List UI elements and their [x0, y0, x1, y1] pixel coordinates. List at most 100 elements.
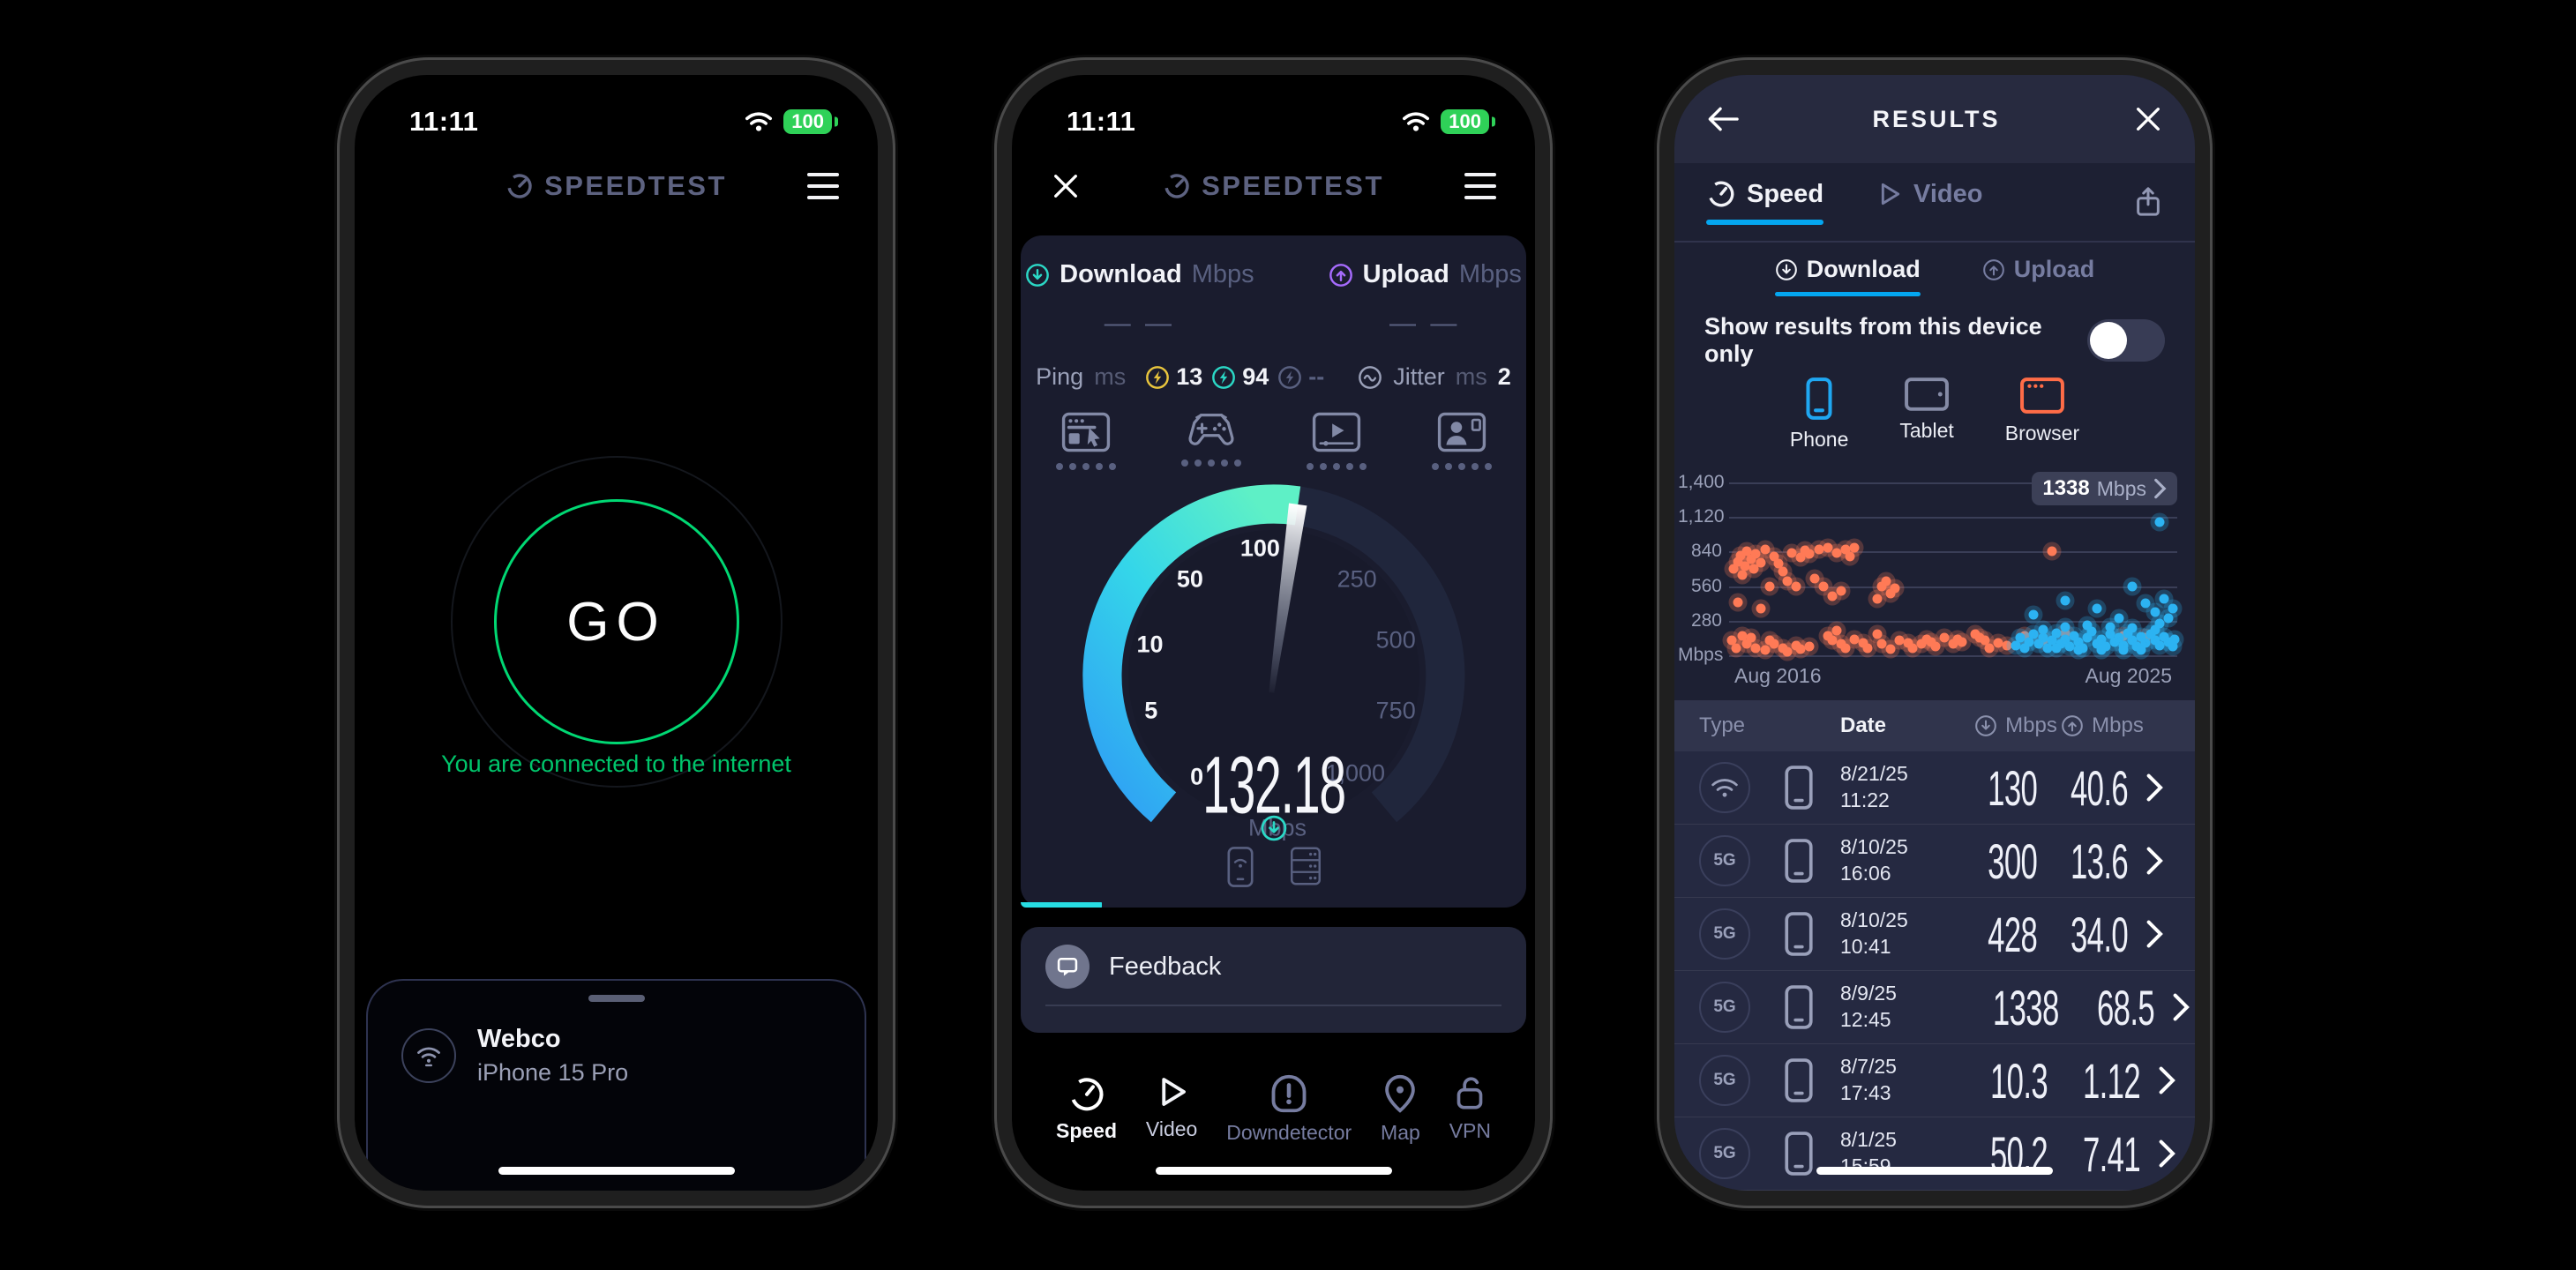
data-point-older-results[interactable] — [1773, 558, 1784, 569]
data-point-older-results[interactable] — [1872, 594, 1883, 604]
data-point-older-results[interactable] — [1849, 542, 1860, 553]
nav-item-downdetector[interactable]: Downdetector — [1226, 1073, 1352, 1145]
data-point-older-results[interactable] — [1733, 557, 1743, 567]
data-point-older-results[interactable] — [1840, 643, 1851, 654]
data-point-older-results[interactable] — [1849, 634, 1860, 645]
home-indicator[interactable] — [1816, 1167, 2053, 1175]
data-point-older-results[interactable] — [1984, 643, 1995, 654]
data-point-recent-results[interactable] — [2136, 645, 2146, 655]
back-button[interactable] — [1706, 103, 1740, 135]
data-point-older-results[interactable] — [1750, 643, 1761, 654]
data-point-recent-results[interactable] — [2015, 632, 2026, 643]
data-point-recent-results[interactable] — [2114, 632, 2124, 643]
data-point-recent-results[interactable] — [2092, 639, 2102, 649]
data-point-recent-results[interactable] — [2159, 631, 2169, 642]
data-point-older-results[interactable] — [1737, 570, 1748, 580]
data-point-recent-results[interactable] — [2163, 613, 2174, 624]
result-row[interactable]: 5G 8/1/25 15:59 50.2 7.41 — [1674, 1117, 2195, 1190]
data-point-older-results[interactable] — [1804, 641, 1815, 652]
data-point-older-results[interactable] — [1778, 566, 1788, 577]
data-point-recent-results[interactable] — [2082, 620, 2093, 631]
home-indicator[interactable] — [498, 1167, 735, 1175]
device-filter-tablet[interactable]: Tablet — [1899, 377, 1954, 452]
data-point-recent-results[interactable] — [2150, 607, 2160, 617]
data-point-older-results[interactable] — [1760, 544, 1771, 555]
data-point-older-results[interactable] — [1782, 646, 1793, 657]
subtab-download[interactable]: Download — [1774, 256, 1921, 296]
data-point-older-results[interactable] — [1728, 564, 1739, 574]
menu-button[interactable] — [1464, 173, 1496, 199]
data-point-older-results[interactable] — [1831, 548, 1842, 558]
data-point-older-results[interactable] — [1836, 586, 1846, 596]
subtab-upload[interactable]: Upload — [1982, 256, 2094, 296]
data-point-older-results[interactable] — [1862, 643, 1873, 654]
data-point-older-results[interactable] — [1827, 635, 1838, 646]
data-point-recent-results[interactable] — [2019, 643, 2030, 654]
data-point-recent-results[interactable] — [2028, 629, 2039, 639]
drag-handle[interactable] — [588, 995, 645, 1002]
nav-item-speed[interactable]: Speed — [1056, 1073, 1117, 1145]
data-point-older-results[interactable] — [1750, 549, 1761, 559]
data-point-recent-results[interactable] — [2069, 631, 2079, 641]
data-point-recent-results[interactable] — [2168, 603, 2178, 614]
result-row[interactable]: 5G 8/10/25 16:06 300 13.6 — [1674, 824, 2195, 897]
data-point-older-results[interactable] — [1818, 581, 1829, 592]
data-point-recent-results[interactable] — [2096, 634, 2107, 645]
tab-speed[interactable]: Speed — [1706, 179, 1824, 225]
data-point-recent-results[interactable] — [2105, 622, 2115, 632]
data-point-recent-results[interactable] — [2127, 581, 2138, 592]
data-point-recent-results[interactable] — [2140, 598, 2151, 609]
data-point-recent-results[interactable] — [2127, 635, 2138, 646]
feedback-card[interactable]: Feedback — [1021, 927, 1526, 1033]
device-filter-browser[interactable]: Browser — [2005, 377, 2079, 452]
data-point-older-results[interactable] — [1764, 581, 1775, 592]
data-point-older-results[interactable] — [1735, 550, 1746, 561]
data-point-older-results[interactable] — [1749, 564, 1759, 574]
data-point-older-results[interactable] — [1814, 544, 1824, 555]
data-point-older-results[interactable] — [1894, 635, 1905, 646]
data-point-recent-results[interactable] — [2105, 629, 2115, 639]
data-point-recent-results[interactable] — [2136, 631, 2146, 642]
data-point-older-results[interactable] — [1845, 551, 1855, 562]
device-filter-phone[interactable]: Phone — [1790, 377, 1848, 452]
data-point-recent-results[interactable] — [2060, 634, 2071, 645]
data-point-recent-results[interactable] — [2042, 643, 2053, 654]
result-row[interactable]: 5G3001.71 — [1674, 1190, 2195, 1191]
data-point-older-results[interactable] — [1872, 629, 1883, 639]
tab-video[interactable]: Video — [1875, 180, 1982, 225]
data-point-recent-results[interactable] — [2145, 629, 2156, 639]
data-point-recent-results[interactable] — [2038, 632, 2048, 643]
data-point-recent-results[interactable] — [2154, 618, 2165, 629]
device-only-toggle[interactable] — [2087, 319, 2165, 362]
data-point-recent-results[interactable] — [2033, 639, 2044, 649]
data-point-older-results[interactable] — [1731, 643, 1741, 654]
data-point-older-results[interactable] — [1907, 643, 1918, 654]
data-point-recent-results[interactable] — [2150, 635, 2160, 646]
data-point-recent-results[interactable] — [2073, 645, 2084, 655]
data-point-older-results[interactable] — [1760, 645, 1771, 655]
data-point-recent-results[interactable] — [2100, 641, 2111, 652]
data-point-older-results[interactable] — [1740, 561, 1750, 572]
data-point-older-results[interactable] — [1858, 638, 1868, 648]
data-point-older-results[interactable] — [1756, 603, 1766, 614]
data-point-recent-results[interactable] — [2082, 632, 2093, 643]
data-point-recent-results[interactable] — [2150, 624, 2160, 635]
data-point-recent-results[interactable] — [2109, 637, 2120, 647]
data-point-older-results[interactable] — [1890, 583, 1900, 594]
data-point-older-results[interactable] — [1737, 631, 1748, 641]
result-row[interactable]: 5G 8/7/25 17:43 10.3 1.12 — [1674, 1043, 2195, 1117]
data-point-older-results[interactable] — [1809, 573, 1820, 584]
data-point-recent-results[interactable] — [2024, 637, 2034, 647]
result-row[interactable]: 8/21/25 11:22 130 40.6 — [1674, 751, 2195, 824]
data-point-older-results[interactable] — [1791, 581, 1801, 592]
data-point-recent-results[interactable] — [2127, 623, 2138, 633]
data-point-recent-results[interactable] — [2118, 645, 2129, 655]
data-point-older-results[interactable] — [1823, 631, 1833, 641]
data-point-recent-results[interactable] — [2169, 634, 2180, 645]
close-button[interactable] — [2133, 104, 2163, 134]
result-row[interactable]: 5G 8/10/25 10:41 428 34.0 — [1674, 897, 2195, 970]
data-point-older-results[interactable] — [1786, 548, 1797, 558]
data-point-recent-results[interactable] — [2011, 640, 2021, 651]
data-point-older-results[interactable] — [1916, 639, 1927, 649]
data-point-older-results[interactable] — [1746, 554, 1756, 564]
